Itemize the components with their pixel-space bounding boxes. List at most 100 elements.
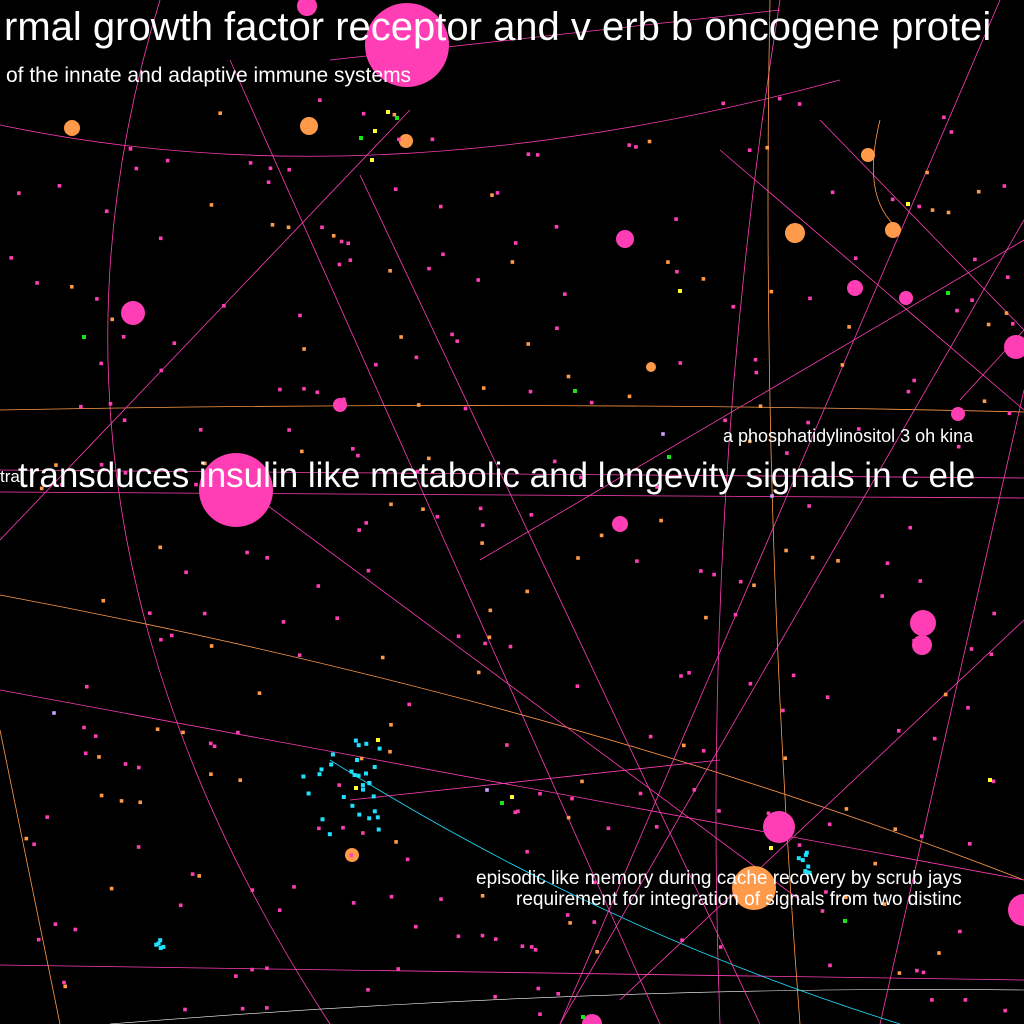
network-dot bbox=[45, 815, 49, 819]
network-dot bbox=[701, 749, 706, 753]
network-dot bbox=[912, 639, 916, 643]
network-dot bbox=[236, 730, 240, 735]
edge bbox=[0, 594, 1024, 881]
network-dot bbox=[490, 193, 494, 197]
label-pi3k: a phosphatidylinositol 3 oh kina bbox=[723, 426, 974, 446]
network-dot bbox=[579, 475, 583, 480]
network-dot bbox=[194, 482, 198, 487]
network-node[interactable] bbox=[763, 811, 795, 843]
network-dot bbox=[733, 612, 738, 617]
network-dot bbox=[266, 180, 271, 184]
network-dot bbox=[377, 746, 382, 751]
network-dot bbox=[82, 725, 86, 730]
network-node[interactable] bbox=[64, 120, 80, 136]
network-dot bbox=[414, 924, 418, 929]
network-dot bbox=[320, 817, 325, 822]
network-dot bbox=[198, 428, 203, 432]
network-dot bbox=[989, 652, 994, 657]
network-dot bbox=[95, 297, 99, 301]
network-dot bbox=[99, 462, 104, 467]
network-node[interactable] bbox=[885, 222, 901, 238]
network-dot bbox=[165, 158, 170, 163]
network-dot bbox=[356, 743, 361, 748]
network-dot bbox=[966, 705, 970, 710]
network-node[interactable] bbox=[365, 3, 449, 87]
network-dot bbox=[137, 765, 141, 770]
network-dot bbox=[573, 389, 577, 393]
network-dot bbox=[536, 986, 541, 991]
network-dot bbox=[520, 944, 525, 948]
network-dot bbox=[395, 116, 399, 120]
network-node[interactable] bbox=[121, 301, 145, 325]
network-node[interactable] bbox=[297, 0, 317, 16]
network-dot bbox=[494, 937, 498, 941]
network-dot bbox=[184, 570, 188, 575]
network-node[interactable] bbox=[899, 291, 913, 305]
network-node[interactable] bbox=[646, 362, 656, 372]
network-dot bbox=[265, 556, 269, 560]
network-dot bbox=[555, 326, 559, 330]
edge bbox=[349, 759, 721, 801]
network-dot bbox=[843, 919, 847, 923]
network-dot bbox=[302, 347, 306, 351]
network-dot bbox=[329, 762, 334, 767]
network-dot bbox=[85, 684, 89, 689]
network-dot bbox=[717, 809, 721, 813]
network-dot bbox=[680, 938, 684, 942]
network-dot bbox=[104, 209, 109, 213]
network-node[interactable] bbox=[785, 223, 805, 243]
network-dot bbox=[704, 615, 708, 620]
network-dot bbox=[351, 901, 356, 905]
network-dot bbox=[317, 826, 321, 831]
network-dot bbox=[93, 734, 98, 738]
network-dot bbox=[825, 695, 830, 699]
edge bbox=[479, 239, 1024, 561]
edge bbox=[0, 79, 841, 157]
network-dot bbox=[17, 191, 21, 195]
network-dot bbox=[301, 774, 306, 779]
network-node[interactable] bbox=[861, 148, 875, 162]
network-dot bbox=[785, 451, 789, 455]
network-dot bbox=[399, 335, 403, 339]
network-dot bbox=[119, 799, 124, 803]
network-node[interactable] bbox=[300, 117, 318, 135]
network-node[interactable] bbox=[1008, 894, 1024, 926]
network-dot bbox=[154, 942, 159, 947]
network-node[interactable] bbox=[616, 230, 634, 248]
network-node[interactable] bbox=[199, 453, 273, 527]
network-node[interactable] bbox=[847, 280, 863, 296]
network-dot bbox=[800, 858, 805, 863]
network-node[interactable] bbox=[612, 516, 628, 532]
network-dot bbox=[318, 98, 322, 102]
network-node[interactable] bbox=[910, 610, 936, 636]
network-dot bbox=[209, 644, 214, 648]
network-dot bbox=[393, 187, 398, 191]
network-dot bbox=[488, 608, 493, 613]
network-dot bbox=[718, 945, 723, 949]
edge bbox=[879, 389, 1024, 1024]
network-node[interactable] bbox=[399, 134, 413, 148]
network-node[interactable] bbox=[732, 866, 776, 910]
network-dot bbox=[337, 783, 341, 787]
network-dot bbox=[648, 734, 653, 739]
network-dot bbox=[450, 332, 454, 337]
network-dot bbox=[396, 967, 400, 971]
network-dot bbox=[516, 809, 520, 814]
network-node[interactable] bbox=[912, 635, 932, 655]
network-dot bbox=[83, 751, 88, 756]
network-node[interactable] bbox=[1004, 335, 1024, 359]
network-dot bbox=[148, 611, 152, 615]
network-dot bbox=[791, 673, 796, 678]
network-dot bbox=[525, 849, 529, 854]
network-dot bbox=[287, 428, 291, 432]
label-integration: requirement for integration of signals f… bbox=[516, 889, 962, 910]
network-dot bbox=[949, 130, 954, 134]
network-node[interactable] bbox=[582, 1014, 602, 1024]
network-dot bbox=[958, 929, 962, 934]
network-node[interactable] bbox=[951, 407, 965, 421]
network-dot bbox=[79, 404, 83, 409]
network-dot bbox=[796, 856, 801, 861]
network-node[interactable] bbox=[333, 398, 347, 412]
network-dot bbox=[918, 579, 923, 583]
network-dot bbox=[480, 894, 485, 898]
